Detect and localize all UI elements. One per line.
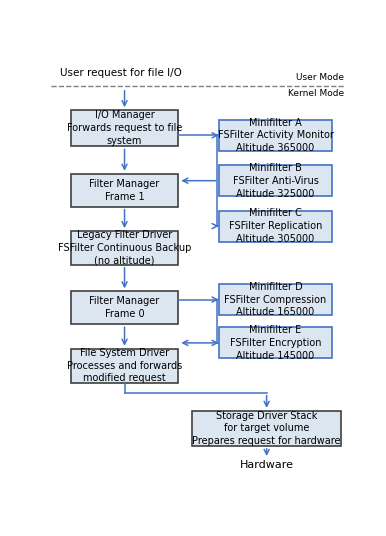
Text: User request for file I/O: User request for file I/O [60, 69, 182, 78]
FancyBboxPatch shape [71, 292, 178, 324]
Text: Minifilter E
FSFilter Encryption
Altitude 145000: Minifilter E FSFilter Encryption Altitud… [230, 325, 322, 361]
Text: Storage Driver Stack
for target volume
Prepares request for hardware: Storage Driver Stack for target volume P… [192, 411, 341, 446]
Text: Legacy Filter Driver
FSFilter Continuous Backup
(no altitude): Legacy Filter Driver FSFilter Continuous… [58, 230, 191, 266]
FancyBboxPatch shape [192, 411, 342, 446]
FancyBboxPatch shape [71, 174, 178, 207]
FancyBboxPatch shape [219, 211, 332, 242]
Text: Minifilter A
FSFilter Activity Monitor
Altitude 365000: Minifilter A FSFilter Activity Monitor A… [218, 117, 334, 153]
Text: Filter Manager
Frame 0: Filter Manager Frame 0 [90, 296, 160, 319]
FancyBboxPatch shape [219, 120, 332, 151]
Text: I/O Manager
Forwards request to file
system: I/O Manager Forwards request to file sys… [67, 110, 182, 146]
FancyBboxPatch shape [71, 231, 178, 265]
FancyBboxPatch shape [71, 110, 178, 146]
Text: File System Driver
Processes and forwards
modified request: File System Driver Processes and forward… [67, 348, 182, 383]
Text: User Mode: User Mode [296, 73, 344, 83]
Text: Filter Manager
Frame 1: Filter Manager Frame 1 [90, 179, 160, 202]
FancyBboxPatch shape [71, 349, 178, 383]
Text: Kernel Mode: Kernel Mode [288, 89, 344, 98]
FancyBboxPatch shape [219, 165, 332, 196]
Text: Minifilter C
FSFilter Replication
Altitude 305000: Minifilter C FSFilter Replication Altitu… [229, 209, 322, 244]
Text: Minifilter B
FSFilter Anti-Virus
Altitude 325000: Minifilter B FSFilter Anti-Virus Altitud… [233, 163, 318, 198]
FancyBboxPatch shape [219, 327, 332, 359]
FancyBboxPatch shape [219, 284, 332, 315]
Text: Minifilter D
FSFilter Compression
Altitude 165000: Minifilter D FSFilter Compression Altitu… [225, 282, 327, 317]
Text: Hardware: Hardware [240, 460, 294, 471]
